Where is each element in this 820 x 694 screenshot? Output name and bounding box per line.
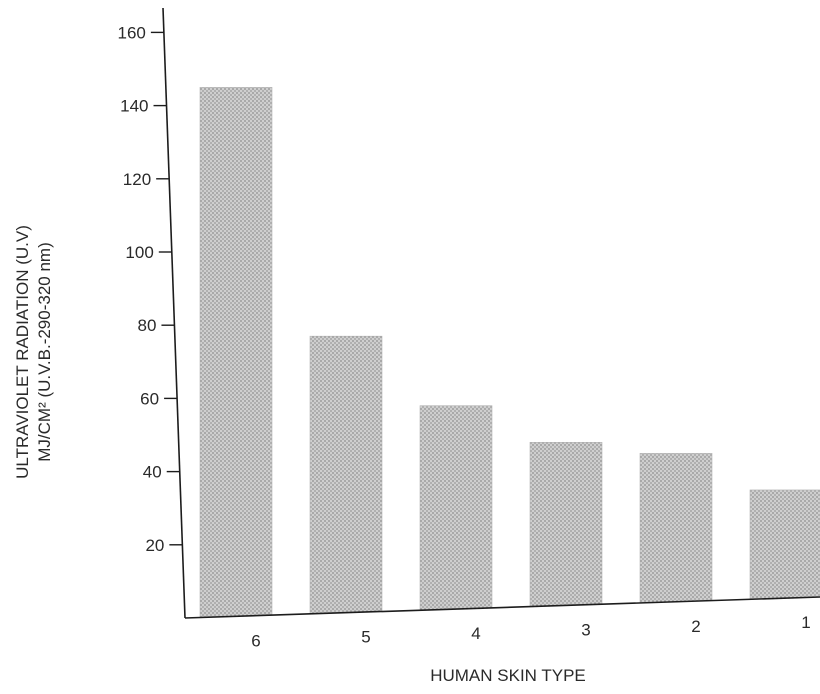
bar-skin-type-2 [639,452,713,604]
x-axis-line [184,596,820,619]
y-tick-label: 80 [138,316,157,335]
x-tick-label: 4 [471,624,480,643]
y-tick-label: 40 [143,463,162,482]
x-tick-label: 1 [801,613,810,632]
bar-skin-type-1 [749,489,820,600]
x-axis-title: HUMAN SKIN TYPE [430,666,586,685]
bar-skin-type-5 [309,335,383,615]
y-tick-label: 160 [118,23,146,42]
y-axis-title-line-2: MJ/CM² (U.V.B.-290-320 nm) [35,242,54,461]
y-tick-group: 20 40 60 80 100 120 140 160 [118,23,183,555]
y-axis-line [162,7,186,619]
x-tick-label: 5 [361,628,370,647]
y-tick-label: 120 [123,170,151,189]
y-tick-label: 140 [120,97,148,116]
bar-skin-type-3 [529,442,603,607]
bar-skin-type-4 [419,405,493,611]
x-tick-label: 2 [691,617,700,636]
y-tick-label: 60 [140,389,159,408]
x-tick-label-group: 6 5 4 3 2 1 [251,613,810,650]
y-axis-title-line-1: ULTRAVIOLET RADIATION (U.V) [13,225,32,479]
bar-group [199,87,820,618]
y-tick-label: 20 [145,536,164,555]
bar-skin-type-6 [199,87,273,618]
y-tick-label: 100 [125,243,153,262]
x-tick-label: 3 [581,620,590,639]
x-tick-label: 6 [251,631,260,650]
